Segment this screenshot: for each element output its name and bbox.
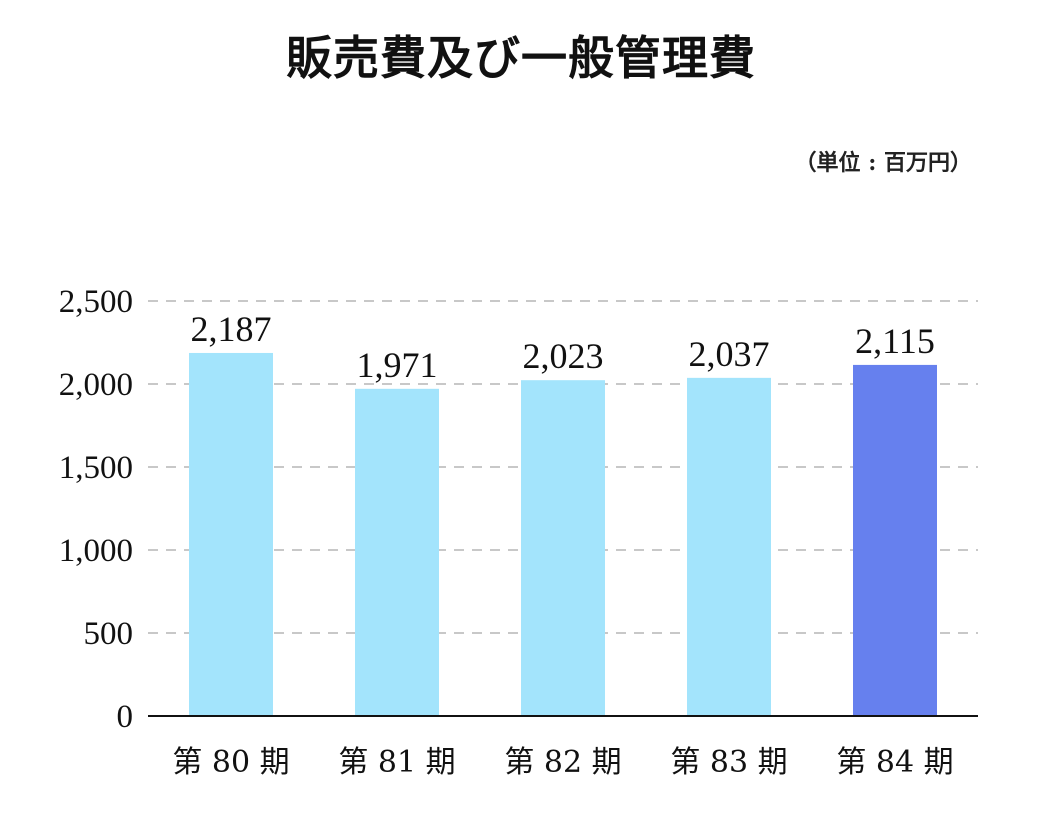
x-tick-label: 第 84 期: [836, 745, 953, 780]
y-tick-label: 2,500: [59, 284, 133, 320]
x-tick-label: 第 83 期: [670, 745, 787, 780]
bar: [189, 352, 273, 716]
y-tick-label: 1,000: [59, 533, 133, 569]
bar-value-label: 2,023: [523, 336, 604, 376]
bar: [521, 380, 605, 716]
bar: [687, 377, 771, 716]
x-tick-label: 第 82 期: [504, 745, 621, 780]
unit-label: （単位 : 百万円）: [794, 150, 972, 176]
bar-value-label: 2,115: [855, 321, 935, 361]
x-axis-labels: 第 80 期 第 81 期 第 82 期 第 83 期 第 84 期: [172, 745, 953, 780]
y-tick-label: 0: [117, 699, 134, 735]
chart-title: 販売費及び一般管理費: [286, 31, 756, 85]
bar-value-label: 1,971: [357, 345, 438, 385]
y-axis-ticks: 0 500 1,000 1,500 2,000 2,500: [59, 284, 133, 735]
y-tick-label: 500: [84, 616, 134, 652]
bars: [189, 352, 937, 716]
x-tick-label: 第 80 期: [172, 745, 289, 780]
y-tick-label: 2,000: [59, 367, 133, 403]
y-tick-label: 1,500: [59, 450, 133, 486]
bar-value-label: 2,187: [191, 309, 272, 349]
x-tick-label: 第 81 期: [338, 745, 455, 780]
bar: [853, 364, 937, 716]
value-labels: 2,187 1,971 2,023 2,037 2,115: [191, 309, 935, 385]
bar-value-label: 2,037: [689, 334, 770, 374]
bar: [355, 388, 439, 716]
